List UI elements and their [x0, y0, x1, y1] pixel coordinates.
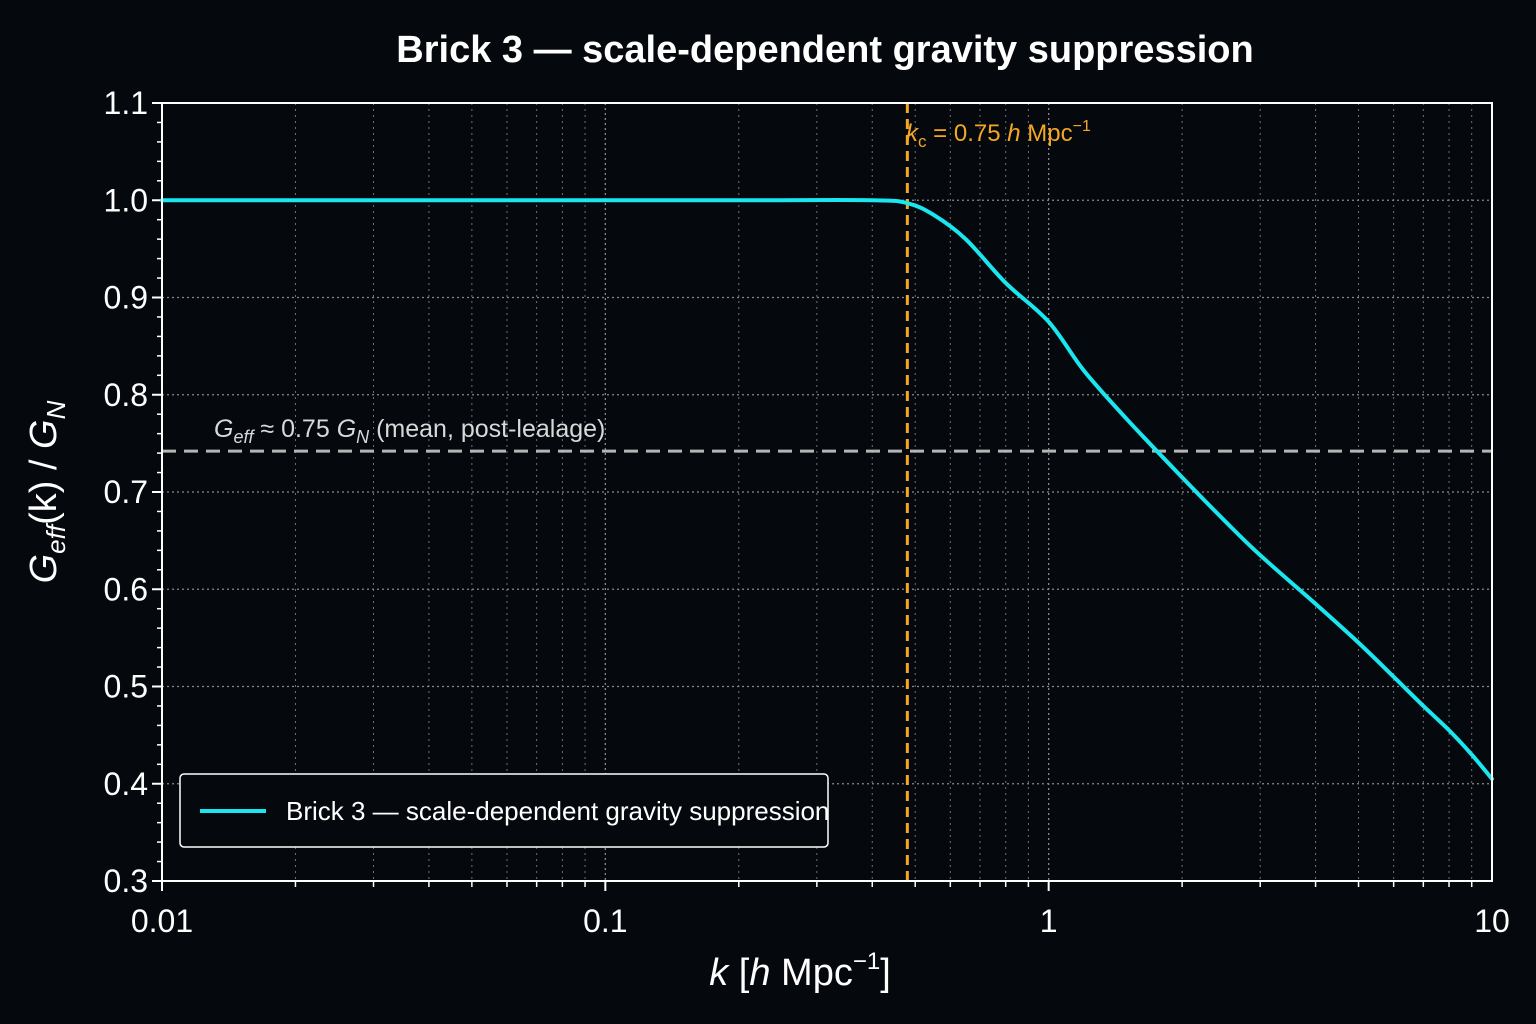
mean-annotation: Geff ≈ 0.75 GN (mean, post-lealage)	[214, 415, 605, 447]
x-axis-label-k: k	[709, 952, 730, 994]
mean-annotation-sub-n: N	[356, 427, 370, 447]
chart-title: Brick 3 — scale-dependent gravity suppre…	[396, 29, 1253, 71]
series-line-brick3	[160, 198, 1494, 781]
major-ticks	[152, 102, 1050, 891]
kc-annotation: kc = 0.75 h Mpc−1	[906, 118, 1091, 151]
x-axis-label-h: h	[749, 952, 770, 994]
legend: Brick 3 — scale-dependent gravity suppre…	[179, 773, 829, 848]
mean-annotation-sub-eff: eff	[233, 427, 255, 447]
kc-annotation-sub: c	[918, 132, 927, 151]
x-tick-label: 1	[1040, 903, 1058, 939]
x-tick-label: 0.1	[583, 903, 627, 939]
kc-annotation-k: k	[906, 120, 920, 147]
y-axis-label-g: G	[23, 554, 65, 584]
y-tick-label: 0.5	[104, 669, 148, 705]
y-tick-label: 1.1	[104, 85, 148, 121]
y-tick-label: 0.4	[104, 766, 148, 802]
y-tick-label: 0.9	[104, 280, 148, 316]
x-axis-label-close: ]	[880, 952, 891, 994]
x-tick-labels: 0.01 0.1 1 10	[131, 903, 1510, 939]
x-axis-label: k [h Mpc−1]	[709, 948, 891, 994]
y-axis-label-sub-n: N	[41, 400, 71, 419]
y-axis-label: Geff(k) / GN	[23, 400, 71, 583]
y-tick-labels: 0.3 0.4 0.5 0.6 0.7 0.8 0.9 1.0 1.1	[104, 85, 148, 899]
legend-label-brick3: Brick 3 — scale-dependent gravity suppre…	[286, 796, 829, 826]
kc-annotation-unit: Mpc	[1021, 120, 1073, 147]
y-tick-label: 0.8	[104, 377, 148, 413]
x-tick-label: 10	[1474, 903, 1510, 939]
x-axis-label-unit: Mpc	[770, 952, 852, 994]
kc-annotation-sup: −1	[1073, 118, 1091, 135]
y-tick-label: 1.0	[104, 182, 148, 218]
y-tick-label: 0.6	[104, 571, 148, 607]
y-axis-label-sub-eff: eff	[41, 522, 71, 554]
mean-annotation-g: G	[214, 415, 233, 443]
x-axis-label-open: [	[728, 952, 750, 994]
y-tick-label: 0.7	[104, 474, 148, 510]
x-axis-label-sup: −1	[853, 948, 880, 975]
x-tick-label: 0.01	[131, 903, 193, 939]
y-tick-label: 0.3	[104, 863, 148, 899]
mean-annotation-approx: ≈ 0.75	[253, 415, 336, 443]
y-axis-label-mid: (k) /	[23, 449, 65, 525]
plot-frame	[161, 102, 1493, 882]
y-axis-label-gn: G	[23, 419, 65, 449]
legend-box	[179, 773, 829, 848]
kc-annotation-h: h	[1007, 120, 1020, 147]
mean-annotation-gn: G	[337, 415, 356, 443]
mean-annotation-tail: (mean, post-lealage)	[369, 415, 605, 443]
kc-annotation-value: = 0.75	[927, 120, 1008, 147]
